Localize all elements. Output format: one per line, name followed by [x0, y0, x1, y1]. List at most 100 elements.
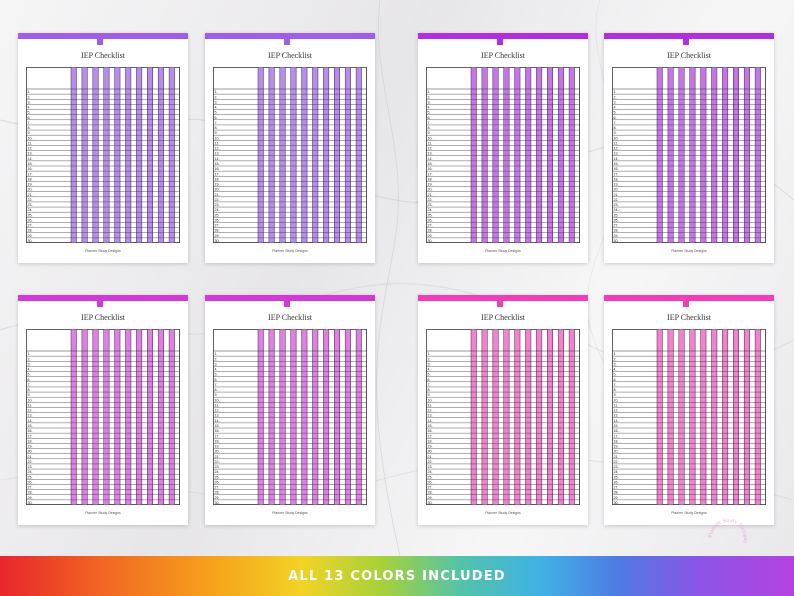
row-number: 11. — [428, 141, 433, 145]
row-number: 17. — [28, 434, 33, 438]
row-number: 11. — [428, 403, 433, 407]
row-number: 10. — [215, 136, 220, 140]
colored-column — [514, 329, 521, 505]
row-number: 4. — [614, 368, 617, 372]
row-number: 11. — [215, 141, 220, 145]
row-number: 8. — [428, 126, 431, 130]
row-number: 9. — [215, 131, 218, 135]
row-number: 12. — [215, 147, 220, 151]
bookmark-tab-icon — [97, 39, 103, 45]
row-number: 25. — [614, 475, 619, 479]
row-number: 22. — [28, 460, 33, 464]
row-number: 5. — [215, 373, 218, 377]
colored-column — [492, 329, 499, 505]
colored-column — [657, 329, 663, 505]
row-number: 9. — [428, 131, 431, 135]
row-number: 21. — [428, 455, 433, 459]
row-number: 22. — [215, 198, 220, 202]
row-number: 3. — [614, 100, 617, 104]
row-number: 20. — [28, 188, 33, 192]
row-number: 26. — [28, 218, 33, 222]
colored-column — [103, 329, 110, 505]
bookmark-tab-icon — [97, 301, 103, 307]
row-number: 25. — [215, 475, 220, 479]
row-number: 14. — [428, 419, 433, 423]
row-number: 13. — [215, 414, 220, 418]
colored-column — [744, 67, 750, 243]
row-number: 26. — [215, 480, 220, 484]
sheet-top-bar — [205, 295, 375, 301]
row-number: 6. — [614, 116, 617, 120]
colored-column — [258, 329, 264, 505]
row-number: 30. — [28, 501, 33, 505]
colored-column — [711, 329, 717, 505]
row-number: 24. — [428, 470, 433, 474]
row-number: 7. — [614, 121, 617, 125]
row-number: 2. — [614, 357, 617, 361]
row-number: 6. — [428, 378, 431, 382]
row-number: 12. — [28, 147, 33, 151]
row-number: 1. — [215, 352, 218, 356]
bookmark-tab-icon — [683, 301, 689, 307]
checklist-grid: 1.2.3.4.5.6.7.8.9.10.11.12.13.14.15.16.1… — [26, 329, 180, 505]
colored-column — [733, 329, 739, 505]
row-number: 26. — [428, 480, 433, 484]
sheet-title: IEP Checklist — [481, 51, 525, 60]
row-number: 15. — [215, 162, 220, 166]
sheet-top-bar — [418, 295, 588, 301]
row-number: 25. — [28, 475, 33, 479]
row-number: 22. — [428, 198, 433, 202]
row-number: 28. — [28, 491, 33, 495]
row-number: 2. — [215, 357, 218, 361]
row-number: 18. — [215, 439, 220, 443]
row-number: 16. — [28, 167, 33, 171]
row-number: 9. — [614, 131, 617, 135]
row-number: 5. — [428, 373, 431, 377]
row-number: 12. — [28, 409, 33, 413]
row-number: 10. — [215, 398, 220, 402]
colored-column — [268, 67, 275, 243]
row-number: 19. — [614, 445, 619, 449]
row-number: 8. — [28, 388, 31, 392]
row-number: 14. — [614, 157, 619, 161]
row-number: 21. — [614, 193, 619, 197]
row-number: 27. — [215, 224, 220, 228]
row-number: 16. — [428, 429, 433, 433]
colored-column — [258, 67, 264, 243]
row-number: 4. — [428, 368, 431, 372]
row-number: 13. — [614, 414, 619, 418]
sheet-footer: Planner Study Designs — [671, 511, 707, 515]
row-number: 15. — [614, 162, 619, 166]
row-number: 29. — [28, 496, 33, 500]
row-number: 30. — [428, 239, 433, 243]
row-number: 3. — [28, 362, 31, 366]
row-number: 28. — [215, 491, 220, 495]
bookmark-tab-icon — [284, 301, 290, 307]
sheet-title: IEP Checklist — [268, 313, 312, 322]
row-number: 6. — [215, 378, 218, 382]
sheet-title: IEP Checklist — [81, 51, 125, 60]
row-number: 23. — [614, 465, 619, 469]
row-number: 16. — [614, 429, 619, 433]
row-number: 15. — [614, 424, 619, 428]
row-number: 24. — [614, 470, 619, 474]
row-number: 3. — [215, 362, 218, 366]
colored-column — [722, 329, 728, 505]
row-number: 27. — [428, 224, 433, 228]
row-number: 27. — [215, 486, 220, 490]
colored-column — [471, 67, 477, 243]
row-number: 4. — [428, 106, 431, 110]
sheet-footer: Planner Study Designs — [272, 249, 308, 253]
row-number: 23. — [215, 465, 220, 469]
row-number: 16. — [428, 167, 433, 171]
colored-column — [147, 329, 153, 505]
row-number: 17. — [28, 172, 33, 176]
row-number: 20. — [614, 188, 619, 192]
row-number: 22. — [215, 460, 220, 464]
row-number: 14. — [614, 419, 619, 423]
row-number: 12. — [614, 409, 619, 413]
row-number: 8. — [428, 388, 431, 392]
checklist-sheet: IEP Checklist 1. 2. 3. 4. 5. 6. 7. 8. 9. 10. 11. 12.… — [205, 295, 375, 525]
row-number: 1. — [428, 90, 431, 94]
row-number: 24. — [215, 208, 220, 212]
